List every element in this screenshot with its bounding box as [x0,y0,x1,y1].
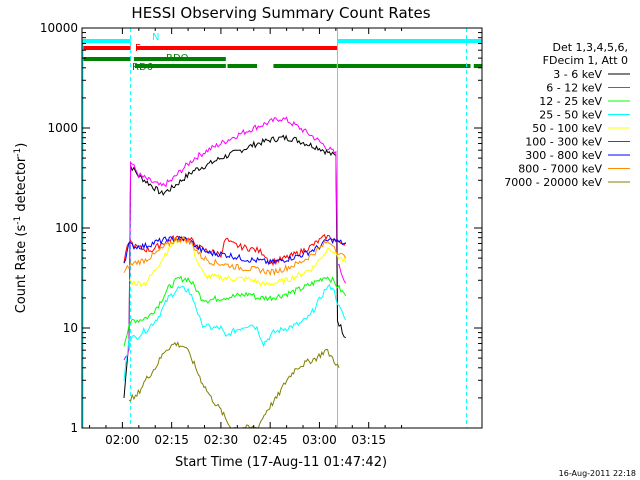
x-tick-label: 02:00 [105,433,140,447]
flag-label-n: N [152,32,159,43]
legend-label-12-25-kev: 12 - 25 keV [539,95,602,108]
series-line-300-800-kev [123,235,346,266]
series-line-12-25-kev [123,275,347,347]
legend-label-25-50-kev: 25 - 50 keV [539,109,602,122]
flag-label-rdo: RDO [166,53,189,64]
y-tick-label: 1 [70,421,78,435]
x-tick-label: 03:00 [302,433,337,447]
series-line-100-300-kev [123,234,347,267]
legend-label-6-12-kev: 6 - 12 keV [546,82,602,95]
x-tick-label: 02:15 [154,433,189,447]
flag-label-rd6: RD6 [132,62,153,73]
y-axis-label: Count Rate (s-1 detector-1) [13,143,29,314]
series-line-25-50-kev [123,283,347,381]
legend-label-3-6-kev: 3 - 6 keV [553,68,602,81]
legend-label-300-800-kev: 300 - 800 keV [525,149,602,162]
legend: Det 1,3,4,5,6, FDecim 1, Att 0 3 - 6 keV… [504,41,630,189]
flag-label-f: F [135,43,141,54]
chart-title: HESSI Observing Summary Count Rates [131,4,430,22]
legend-label-7000-20000-kev: 7000 - 20000 keV [504,176,602,189]
series-line-50-100-kev [128,234,347,288]
series-line-3-6-kev [123,134,346,399]
y-tick-label: 1000 [47,121,78,135]
plot-frame [81,27,483,429]
series-line-800-7000-kev [123,235,347,277]
x-tick-label: 03:15 [351,433,386,447]
legend-header-line-1: Det 1,3,4,5,6, [552,41,628,54]
series-line-7000-20000-kev [128,341,340,429]
y-tick-label: 10000 [40,21,78,35]
x-tick-label: 02:45 [253,433,288,447]
x-tick-label: 02:30 [204,433,239,447]
y-tick-label: 10 [63,321,78,335]
event-markers [82,28,468,428]
legend-header-line-2: FDecim 1, Att 0 [543,54,628,67]
x-axis-label: Start Time (17-Aug-11 01:47:42) [175,455,387,470]
series-lines [123,116,347,429]
series-line-6-12-kev [123,116,347,361]
axis-ticks: 02:00 02:15 02:30 02:45 03:00 03:15 1 10 100 1000… [40,21,482,447]
legend-label-800-7000-kev: 800 - 7000 keV [518,163,602,176]
instrument-flags: NF RDO RD6 [82,32,482,73]
legend-label-50-100-kev: 50 - 100 keV [532,122,602,135]
y-tick-label: 100 [55,221,78,235]
legend-label-100-300-kev: 100 - 300 keV [525,136,602,149]
generation-timestamp: 16-Aug-2011 22:18 [559,469,636,478]
